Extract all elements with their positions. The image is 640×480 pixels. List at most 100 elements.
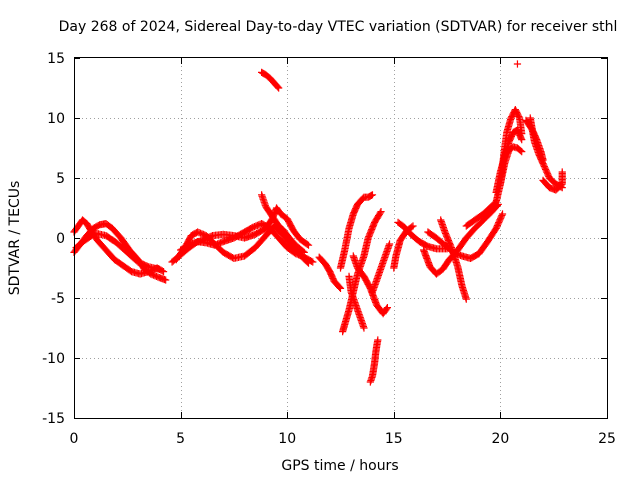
data-point [329,274,337,283]
data-point [538,158,547,166]
data-point [515,129,523,137]
grid-lines [74,58,607,418]
data-series-arc-10 [336,191,377,272]
data-point [335,283,344,291]
data-point [505,137,514,145]
data-point [536,153,544,161]
x-tick-label: 10 [278,431,296,447]
axis-ticks [74,58,608,419]
data-series-arc-19 [424,210,507,262]
data-series-arc-1 [70,220,170,284]
data-series-arc-7 [258,191,308,256]
data-point [515,130,523,138]
x-tick-label: 25 [598,431,616,447]
y-tick-label: 5 [56,171,65,187]
data-point [517,134,525,142]
data-point [326,269,335,277]
data-series-arc-20 [437,216,470,303]
data-point [328,272,336,280]
data-series-arc-24 [513,60,522,68]
y-tick-label: 10 [47,111,65,127]
data-series-arc-14 [366,336,382,386]
data-point [328,273,336,281]
y-tick-label: -10 [42,351,65,367]
data-point [516,131,524,140]
data-point [518,136,526,144]
x-tick-label: 0 [70,431,79,447]
data-point [498,210,507,218]
data-point [537,154,545,162]
data-point [303,258,312,266]
data-point [409,222,417,230]
data-point [423,242,431,250]
data-point [126,267,134,275]
data-point [186,241,194,249]
data-point [304,259,313,267]
data-series-arc-3 [72,229,163,273]
data-series-arc-8 [258,68,283,92]
data-point [352,203,360,211]
data-point [350,209,358,217]
data-point [537,155,545,164]
data-point [275,84,283,92]
data-point [300,248,308,256]
data-point [352,204,360,213]
data-series-arc-13 [349,252,392,318]
data-series-arc-23 [496,143,526,188]
data-point [408,223,416,231]
data-point [162,276,170,284]
data-point [518,148,526,156]
y-tick-labels: -15 -10 -5 0 5 10 15 [42,51,65,427]
data-point [382,305,391,313]
y-axis-label: SDTVAR / TECUs [7,181,23,296]
y-tick-label: 0 [56,231,65,247]
data-point [374,336,382,344]
data-series-arc-9 [315,253,345,292]
data-point [326,268,334,276]
data-point [159,268,168,276]
data-point [535,150,543,158]
data-series-arc-15 [368,240,394,296]
x-tick-label: 20 [491,431,509,447]
data-point [351,206,359,214]
data-series-arc-12 [339,208,385,336]
y-tick-label: 15 [47,51,65,67]
data-point [538,157,546,165]
data-point [155,265,163,273]
data-point [248,224,256,232]
data-point [303,240,311,248]
data-point [462,295,470,303]
chart-title: Day 268 of 2024, Sidereal Day-to-day VTE… [59,19,618,35]
data-series-arc-2 [70,216,168,278]
data-point [385,240,394,248]
data-point [513,126,522,134]
data-point [368,191,377,199]
data-point [514,127,522,135]
data-point [350,207,359,215]
data-point [505,138,513,146]
data-point [383,304,392,312]
data-point [506,135,514,143]
data-point [274,83,282,91]
data-point [299,247,307,255]
data-series-arc-18 [420,200,502,278]
data-point [535,151,543,159]
y-tick-label: -5 [51,291,65,307]
data-point [376,209,384,217]
x-tick-label: 5 [176,431,185,447]
data-point [327,270,335,278]
data-point [513,60,522,68]
data-point [507,132,515,141]
data-point [304,241,313,249]
data-point [558,168,566,176]
data-points [70,60,566,386]
x-axis-label: GPS time / hours [281,458,398,474]
data-point [349,210,357,218]
data-series-arc-27 [539,168,566,194]
x-tick-label: 15 [385,431,403,447]
x-tick-labels: 0 5 10 15 20 25 [70,431,616,447]
data-point [377,208,385,216]
data-point [336,284,345,292]
y-tick-label: -15 [42,411,65,427]
